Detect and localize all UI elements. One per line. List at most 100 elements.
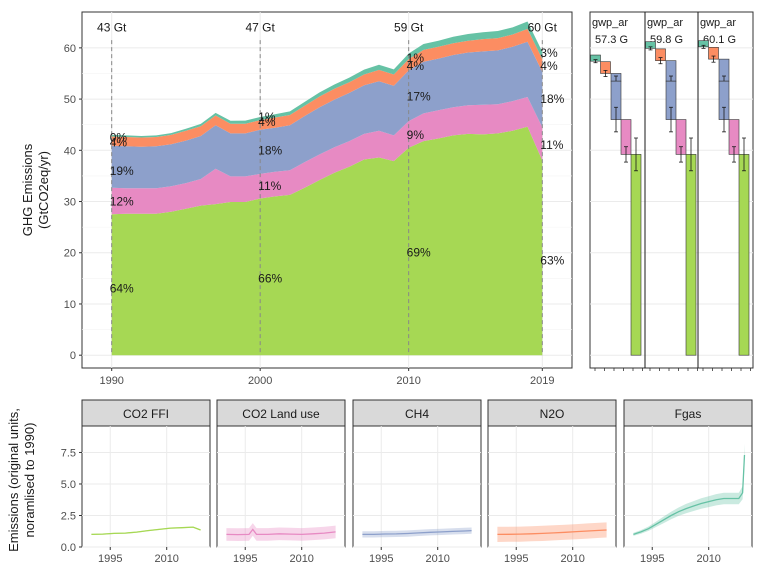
y-tick-label: 30 xyxy=(64,197,76,209)
facet-co2-land-use: CO2 Land use 1995 2010 xyxy=(216,399,346,565)
waterfall-bar xyxy=(630,154,642,356)
percent-label: 63% xyxy=(540,253,564,267)
facet-x-tick-label: 1995 xyxy=(369,553,393,565)
percent-label: 64% xyxy=(110,282,134,296)
facet-co2-ffi: CO2 FFI 1995 2010 xyxy=(81,399,211,565)
x-tick-label: 2000 xyxy=(248,375,272,387)
facet-y-axis-title-line2: noramlised to 1990) xyxy=(22,423,37,538)
percent-label: 17% xyxy=(407,90,431,104)
facet-y-tick-label: 7.5 xyxy=(61,447,76,459)
percent-label: 19% xyxy=(110,164,134,178)
percent-label: 4% xyxy=(540,59,558,73)
facet-strip xyxy=(623,399,753,427)
facet-x-tick-label: 2010 xyxy=(560,553,584,565)
main-y-axis-title-line1: GHG Emissions xyxy=(20,143,35,236)
waterfall-facet: gwp_ar 57.3 G xyxy=(590,17,643,371)
total-label: 59 Gt xyxy=(394,20,424,34)
facet-strip-label: Fgas xyxy=(675,407,702,421)
facet-x-tick-label: 1995 xyxy=(640,553,664,565)
facet-y-tick-label: 5.0 xyxy=(61,479,76,491)
percent-label: 18% xyxy=(258,143,282,157)
waterfall-facet: gwp_ar 60.1 G xyxy=(697,12,751,371)
facet-panel-border xyxy=(81,425,211,548)
main-stacked-areas xyxy=(111,21,543,356)
y-tick-label: 40 xyxy=(64,145,76,157)
facet-x-tick-label: 1995 xyxy=(98,553,122,565)
facet-strip xyxy=(216,399,346,427)
percent-label: 9% xyxy=(407,128,425,142)
facet-strip-label: CO2 FFI xyxy=(123,407,169,421)
facet-panel-border xyxy=(216,425,346,548)
main-x-axis: 1990 2000 2010 2019 xyxy=(99,368,555,387)
facet-uncertainty-band xyxy=(497,522,607,542)
normalised-facets: Emissions (original units, noramlised to… xyxy=(6,399,753,565)
waterfall-total-label: 59.8 G xyxy=(650,34,683,46)
waterfall-bar xyxy=(738,154,750,356)
total-label: 43 Gt xyxy=(97,20,127,34)
y-tick-label: 0 xyxy=(70,350,76,362)
percent-label: 4% xyxy=(258,115,276,129)
facet-x-tick-label: 2010 xyxy=(289,553,313,565)
percent-label: 11% xyxy=(540,138,563,152)
waterfall-facet-title: gwp_ar xyxy=(647,17,683,29)
percent-label: 1% xyxy=(407,51,425,65)
y-tick-label: 10 xyxy=(64,299,76,311)
facet-uncertainty-band xyxy=(226,523,336,541)
area-ch4 xyxy=(111,41,543,189)
percent-label: 4% xyxy=(110,136,128,150)
facet-x-tick-label: 2010 xyxy=(425,553,449,565)
x-tick-label: 2010 xyxy=(396,375,420,387)
facet-y-tick-label: 2.5 xyxy=(61,510,76,522)
facet-strip xyxy=(81,399,211,427)
percent-label: 4% xyxy=(407,59,425,73)
facet-x-tick-label: 1995 xyxy=(233,553,257,565)
waterfall-bar xyxy=(685,154,697,356)
facet-x-tick-label: 2010 xyxy=(696,553,720,565)
area-co2-ffi xyxy=(111,126,543,356)
main-y-axis-title-line2: (GtCO2eq/yr) xyxy=(36,151,51,229)
percent-label: 66% xyxy=(258,271,282,285)
waterfall-total-label: 60.1 G xyxy=(703,34,736,46)
year-marker-lines xyxy=(111,40,543,356)
emissions-area-chart: 64%12%19%4%0%66%11%18%4%1%69%9%17%4%1%63… xyxy=(20,11,573,387)
total-label: 60 Gt xyxy=(528,20,558,34)
percent-labels: 64%12%19%4%0%66%11%18%4%1%69%9%17%4%1%63… xyxy=(110,46,565,296)
percent-label: 18% xyxy=(540,92,564,106)
facet-series-line xyxy=(91,526,201,536)
y-tick-label: 20 xyxy=(64,248,76,260)
facet-series-line xyxy=(362,529,472,536)
y-tick-label: 50 xyxy=(64,94,76,106)
facet-strip-label: CH4 xyxy=(405,407,429,421)
facet-strip-label: N2O xyxy=(540,407,565,421)
facet-fgas: Fgas 1995 2010 xyxy=(623,399,753,565)
x-tick-label: 1990 xyxy=(99,375,123,387)
total-labels: 43 Gt 47 Gt 59 Gt 60 Gt xyxy=(97,20,558,34)
facet-series-line xyxy=(633,454,746,536)
facet-x-tick-label: 1995 xyxy=(504,553,528,565)
area-n2o xyxy=(111,28,543,147)
facet-y-axis-title-line1: Emissions (original units, xyxy=(6,408,21,552)
percent-label: 11% xyxy=(258,179,281,193)
facet-ch4: CH4 1995 2010 xyxy=(352,399,482,565)
area-co2-land-use xyxy=(111,97,543,215)
facet-x-tick-label: 2010 xyxy=(154,553,178,565)
facet-y-tick-label: 0.0 xyxy=(61,542,76,554)
waterfall-facet: gwp_ar 59.8 G xyxy=(644,12,698,371)
percent-label: 1% xyxy=(258,110,276,124)
facet-n2o: N2O 1995 2010 xyxy=(487,399,617,565)
percent-label: 12% xyxy=(110,195,134,209)
total-label: 47 Gt xyxy=(246,20,276,34)
waterfall-total-label: 57.3 G xyxy=(595,34,628,46)
waterfall-chart: gwp_ar 57.3 G gwp_ar 59.8 G gwp_ar 60.1 G xyxy=(589,11,754,371)
waterfall-facet-title: gwp_ar xyxy=(700,17,736,29)
facet-series-line xyxy=(497,529,607,536)
x-tick-label: 2019 xyxy=(530,375,554,387)
waterfall-facet-title: gwp_ar xyxy=(592,17,628,29)
percent-label: 69% xyxy=(407,246,431,260)
percent-label: 0% xyxy=(110,130,128,144)
facet-strip xyxy=(487,399,617,427)
facet-panel-border xyxy=(623,425,753,548)
facet-series-line xyxy=(226,528,336,536)
area-fgas xyxy=(111,21,543,138)
